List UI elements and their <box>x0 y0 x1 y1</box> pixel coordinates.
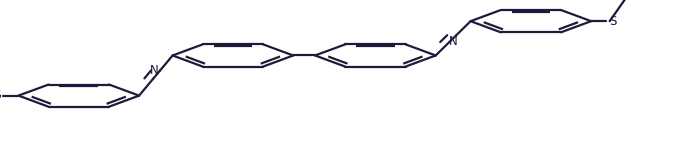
Text: N: N <box>150 64 159 77</box>
Text: S: S <box>609 15 616 28</box>
Text: S: S <box>0 89 1 102</box>
Text: N: N <box>449 35 458 48</box>
